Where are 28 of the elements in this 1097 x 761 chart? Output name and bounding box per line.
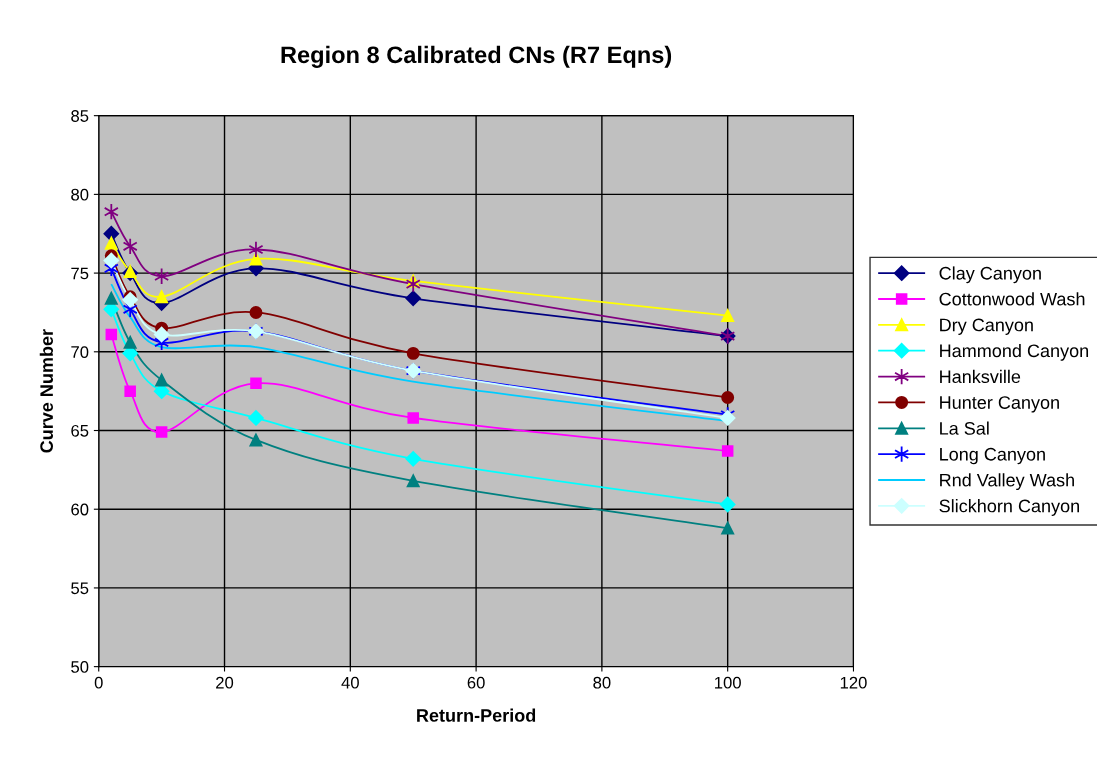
x-tick-label: 120 — [840, 676, 867, 689]
y-tick-label: 50 — [71, 661, 89, 673]
legend-label: Clay Canyon — [939, 266, 1041, 284]
y-tick-label: 70 — [71, 346, 89, 358]
x-tick-label: 40 — [341, 676, 359, 689]
y-axis-title: Curve Number — [39, 329, 54, 453]
legend-label: Rnd Valley Wash — [940, 473, 1074, 491]
legend-label: Hanksville — [940, 369, 1021, 384]
x-tick-label: 60 — [467, 676, 485, 689]
x-tick-label: 20 — [216, 676, 234, 689]
y-tick-label: 85 — [71, 110, 89, 122]
x-tick-label: 0 — [94, 676, 103, 689]
x-tick-label: 80 — [593, 676, 611, 689]
legend-label: Dry Canyon — [940, 318, 1033, 335]
legend-label: La Sal — [940, 421, 989, 435]
legend-label: Cottonwood Wash — [939, 292, 1085, 306]
y-tick-label: 65 — [71, 424, 89, 437]
legend-label: Hammond Canyon — [940, 343, 1089, 361]
legend-label: Slickhorn Canyon — [939, 499, 1079, 516]
y-tick-label: 80 — [71, 188, 89, 201]
x-axis-title: Return-Period — [417, 708, 536, 722]
x-tick-label: 100 — [715, 676, 741, 689]
y-tick-label: 60 — [71, 503, 89, 516]
y-tick-label: 75 — [71, 267, 89, 280]
chart-title: Region 8 Calibrated CNs (R7 Eqns) — [281, 45, 672, 68]
y-tick-label: 55 — [71, 582, 89, 595]
legend-label: Hunter Canyon — [940, 396, 1059, 413]
legend-label: Long Canyon — [940, 447, 1045, 465]
